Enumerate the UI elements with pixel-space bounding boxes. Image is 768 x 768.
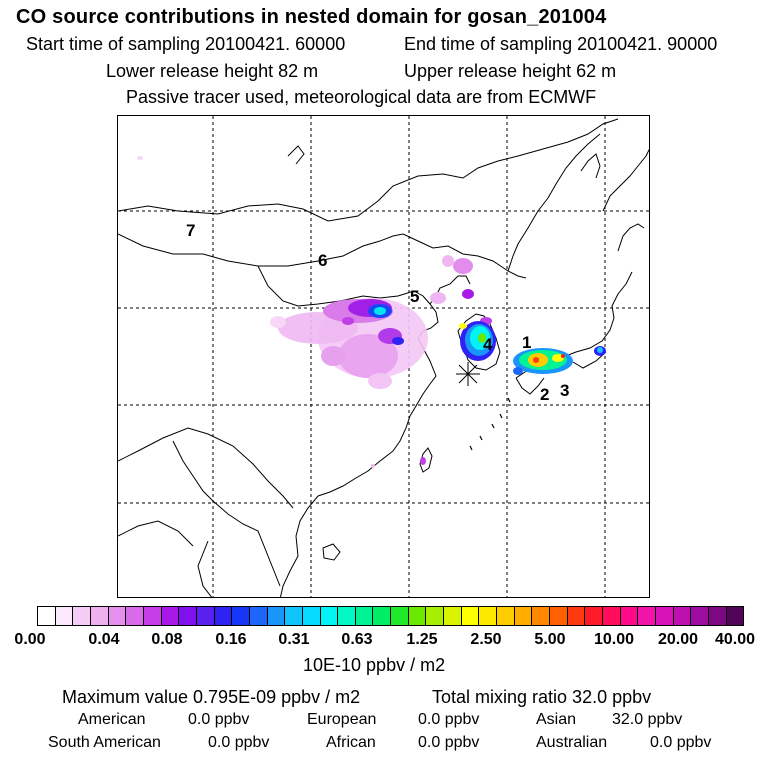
color-scale-segment — [391, 607, 409, 625]
lower-release-text: Lower release height 82 m — [106, 61, 319, 81]
coastlines — [118, 118, 649, 597]
max-value-text: Maximum value 0.795E-09 ppbv / m2 — [62, 687, 361, 707]
color-scale-segment — [726, 607, 744, 625]
color-scale-segment — [691, 607, 709, 625]
region-label-6: 6 — [318, 251, 327, 270]
upper-release-text: Upper release height 62 m — [404, 61, 617, 81]
region-name-south-american: South American — [48, 734, 161, 751]
region-label-7: 7 — [186, 221, 195, 240]
region-label-2: 2 — [540, 385, 549, 404]
color-scale-segment — [126, 607, 144, 625]
color-scale-segment — [479, 607, 498, 625]
lat-lon-grid — [118, 116, 649, 597]
color-scale-segment — [673, 607, 692, 625]
scale-tick: 0.00 — [14, 631, 46, 648]
scale-tick: 0.08 — [151, 631, 183, 648]
color-scale-bar — [37, 606, 744, 626]
region-name-australian: Australian — [536, 734, 608, 751]
color-scale-segment — [320, 607, 339, 625]
region-value-american: 0.0 ppbv — [188, 711, 250, 728]
map-title: CO source contributions in nested domain… — [16, 6, 607, 28]
region-name-european: European — [307, 711, 377, 728]
tracer-note-text: Passive tracer used, meteorological data… — [126, 87, 597, 107]
scale-tick: 0.16 — [215, 631, 247, 648]
scale-tick: 20.00 — [657, 631, 699, 648]
color-scale-segment — [620, 607, 639, 625]
region-label-3: 3 — [560, 381, 569, 400]
color-scale-segment — [38, 607, 56, 625]
color-scale-segment — [426, 607, 445, 625]
region-label-5: 5 — [410, 287, 419, 306]
scale-tick: 10.00 — [593, 631, 635, 648]
scale-tick: 5.00 — [534, 631, 566, 648]
color-scale-segment — [90, 607, 109, 625]
end-time-text: End time of sampling 20100421. 90000 — [404, 34, 718, 54]
map-canvas: 1 2 3 4 5 6 7 — [118, 116, 649, 597]
region-label-4: 4 — [483, 335, 493, 354]
start-time-text: Start time of sampling 20100421. 60000 — [26, 34, 346, 54]
color-scale-segment — [514, 607, 533, 625]
color-scale-segment — [249, 607, 268, 625]
region-value-asian: 32.0 ppbv — [612, 711, 683, 728]
color-scale-segment — [143, 607, 162, 625]
color-scale-segment — [55, 607, 74, 625]
color-scale-segment — [196, 607, 215, 625]
color-scale-segment — [408, 607, 427, 625]
colorbar-unit: 10E-10 ppbv / m2 — [303, 655, 446, 675]
scale-tick: 40.00 — [714, 631, 756, 648]
color-scale-segment — [214, 607, 233, 625]
color-scale-segment — [161, 607, 180, 625]
color-scale-ticks: 0.00 0.04 0.08 0.16 0.31 0.63 1.25 2.50 … — [0, 631, 768, 651]
color-scale-segment — [302, 607, 321, 625]
color-scale-segment — [497, 607, 515, 625]
color-scale-segment — [638, 607, 656, 625]
source-contribution-plume — [137, 156, 606, 468]
region-value-australian: 0.0 ppbv — [650, 734, 712, 751]
total-mixing-text: Total mixing ratio 32.0 ppbv — [432, 687, 652, 707]
color-scale-segment — [108, 607, 127, 625]
scale-tick: 0.31 — [278, 631, 310, 648]
region-name-african: African — [326, 734, 376, 751]
region-value-european: 0.0 ppbv — [418, 711, 480, 728]
color-scale-segment — [603, 607, 621, 625]
color-scale-segment — [338, 607, 356, 625]
scale-tick: 2.50 — [470, 631, 502, 648]
color-scale-segment — [444, 607, 462, 625]
color-scale-segment — [179, 607, 197, 625]
color-scale-segment — [355, 607, 374, 625]
region-name-asian: Asian — [536, 711, 577, 728]
scale-tick: 1.25 — [406, 631, 438, 648]
color-scale-segment — [373, 607, 392, 625]
color-scale-segment — [655, 607, 674, 625]
region-label-1: 1 — [522, 333, 531, 352]
color-scale-segment — [550, 607, 568, 625]
color-scale-segment — [73, 607, 91, 625]
scale-tick: 0.04 — [88, 631, 120, 648]
scale-tick: 0.63 — [341, 631, 373, 648]
color-scale-segment — [532, 607, 551, 625]
color-scale-segment — [267, 607, 286, 625]
color-scale-segment — [708, 607, 727, 625]
color-scale-segment — [285, 607, 303, 625]
color-scale-segment — [232, 607, 250, 625]
region-value-african: 0.0 ppbv — [418, 734, 480, 751]
map-frame: 1 2 3 4 5 6 7 — [117, 115, 650, 598]
color-scale-segment — [585, 607, 603, 625]
region-name-american: American — [78, 711, 146, 728]
region-value-south-american: 0.0 ppbv — [208, 734, 270, 751]
color-scale-segment — [567, 607, 586, 625]
asterisk-icon — [456, 362, 480, 386]
color-scale-segment — [461, 607, 480, 625]
